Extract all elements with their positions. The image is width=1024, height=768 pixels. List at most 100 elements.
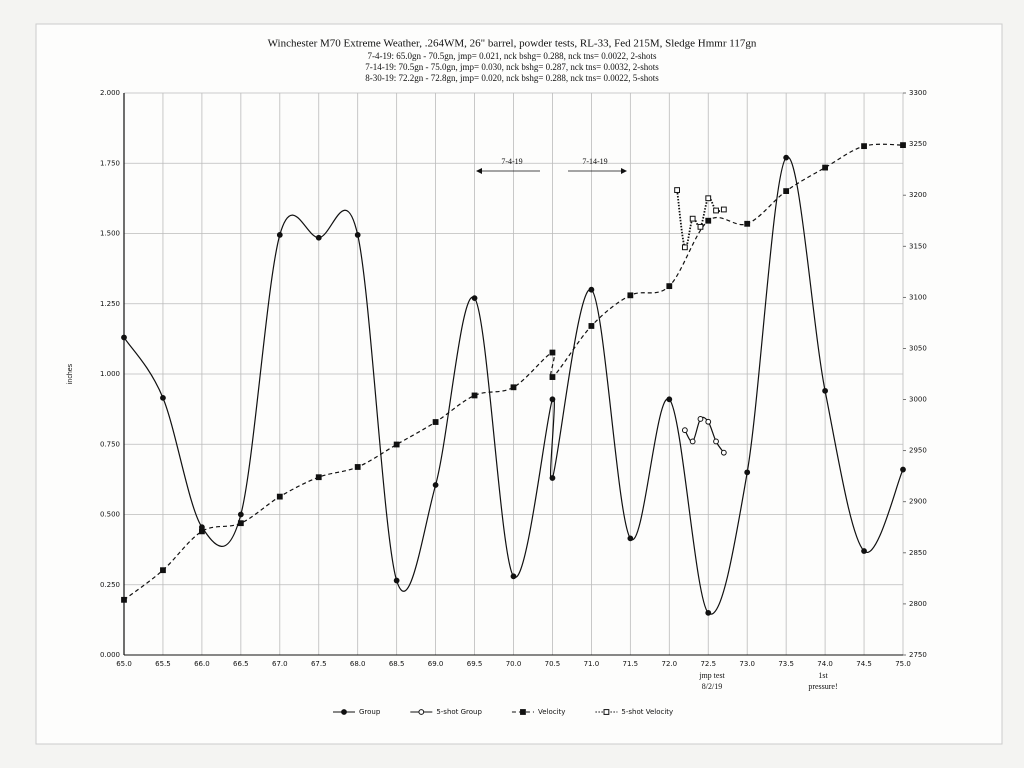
point xyxy=(432,482,439,488)
x-tick-label: 71.5 xyxy=(623,660,639,668)
y2-tick-label: 3100 xyxy=(909,293,927,301)
subtitle: 7-14-19: 70.5gn - 75.0gn, jmp= 0.030, nc… xyxy=(365,62,659,72)
point xyxy=(393,441,400,448)
y-tick-label: 1.750 xyxy=(100,159,120,167)
arrow-head xyxy=(476,168,482,174)
legend-marker xyxy=(341,709,347,715)
y2-tick-label: 2950 xyxy=(909,447,927,455)
x-tick-label: 69.0 xyxy=(428,660,444,668)
y-tick-label: 0.000 xyxy=(100,651,120,659)
x-tick-label: 68.5 xyxy=(389,660,405,668)
point xyxy=(705,609,712,616)
legend-item: 5-shot Velocity xyxy=(595,708,673,716)
point xyxy=(666,283,673,290)
x-tick-label: 67.0 xyxy=(272,660,288,668)
point xyxy=(900,466,906,473)
point xyxy=(354,232,361,238)
subtitle: 7-4-19: 65.0gn - 70.5gn, jmp= 0.021, nck… xyxy=(368,51,657,61)
legend-item: Group xyxy=(333,708,381,716)
x-tick-label: 72.5 xyxy=(700,660,716,668)
point xyxy=(627,535,634,542)
point xyxy=(276,493,283,500)
point xyxy=(697,416,704,422)
legend-marker xyxy=(418,709,425,715)
point xyxy=(354,464,361,470)
point xyxy=(315,234,322,241)
x-tick-label: 65.5 xyxy=(155,660,171,668)
point xyxy=(393,577,400,584)
x-tick-label: 66.5 xyxy=(233,660,249,668)
x-tick-label: 73.0 xyxy=(739,660,755,668)
y2-tick-label: 2900 xyxy=(909,498,927,506)
point xyxy=(705,217,712,224)
x-tick-label: 74.0 xyxy=(817,660,833,668)
y2-tick-label: 2800 xyxy=(909,600,927,608)
point xyxy=(121,596,127,603)
y2-tick-label: 3000 xyxy=(909,396,927,404)
x-tick-label: 73.5 xyxy=(778,660,794,668)
y2-tick-label: 3250 xyxy=(909,140,927,148)
x-tick-label: 66.0 xyxy=(194,660,210,668)
y2-tick-label: 2850 xyxy=(909,549,927,557)
legend-label: Velocity xyxy=(538,708,565,716)
x-tick-label: 72.0 xyxy=(662,660,678,668)
annotation: 7-14-19 xyxy=(582,157,607,166)
x-tick-label: 70.0 xyxy=(506,660,522,668)
y-tick-label: 0.250 xyxy=(100,581,120,589)
point xyxy=(689,215,696,222)
y-tick-label: 2.000 xyxy=(100,89,120,97)
point xyxy=(822,387,828,394)
series-line xyxy=(123,143,904,601)
point xyxy=(588,323,595,329)
point xyxy=(744,469,751,476)
point xyxy=(549,374,556,380)
annotation: 1st pressure! xyxy=(808,671,837,691)
point xyxy=(705,418,712,425)
point xyxy=(510,573,517,580)
y2-tick-label: 3300 xyxy=(909,89,927,97)
point xyxy=(160,394,166,401)
point xyxy=(697,223,704,230)
chart-title: Winchester M70 Extreme Weather, .264WM, … xyxy=(268,38,757,50)
annotation: 7-4-19 xyxy=(501,157,522,166)
x-tick-label: 65.0 xyxy=(116,660,132,668)
y-tick-label: 1.250 xyxy=(100,300,120,308)
y-tick-label: 0.500 xyxy=(100,511,120,519)
point xyxy=(783,188,790,194)
point xyxy=(588,286,595,293)
point xyxy=(627,292,634,299)
subtitle: 8-30-19: 72.2gn - 72.8gn, jmp= 0.020, nc… xyxy=(365,73,659,83)
point xyxy=(666,396,673,403)
legend-label: 5-shot Velocity xyxy=(621,708,673,716)
point xyxy=(674,187,680,193)
point xyxy=(689,438,696,445)
point xyxy=(276,232,283,238)
y2-tick-label: 2750 xyxy=(909,651,927,659)
y-tick-label: 0.750 xyxy=(100,440,120,448)
point xyxy=(549,475,556,481)
x-tick-label: 71.0 xyxy=(584,660,600,668)
point xyxy=(720,206,727,213)
y-tick-label: 1.000 xyxy=(100,370,120,378)
legend-label: 5-shot Group xyxy=(436,708,482,716)
x-tick-label: 67.5 xyxy=(311,660,327,668)
point xyxy=(510,384,517,391)
legend-item: Velocity xyxy=(511,708,565,716)
point xyxy=(549,349,556,356)
point xyxy=(713,207,719,214)
y-tick-label: 1.500 xyxy=(100,230,120,238)
x-tick-label: 74.5 xyxy=(856,660,872,668)
x-tick-label: 75.0 xyxy=(895,660,911,668)
point xyxy=(681,244,688,251)
x-tick-label: 70.5 xyxy=(545,660,561,668)
point xyxy=(720,449,727,456)
legend-marker xyxy=(520,709,526,715)
point xyxy=(783,154,790,161)
y2-tick-label: 3200 xyxy=(909,191,927,199)
point xyxy=(199,528,205,535)
legend-marker xyxy=(603,709,610,715)
x-tick-label: 69.5 xyxy=(467,660,483,668)
point xyxy=(471,392,478,399)
legend-item: 5-shot Group xyxy=(410,708,482,716)
